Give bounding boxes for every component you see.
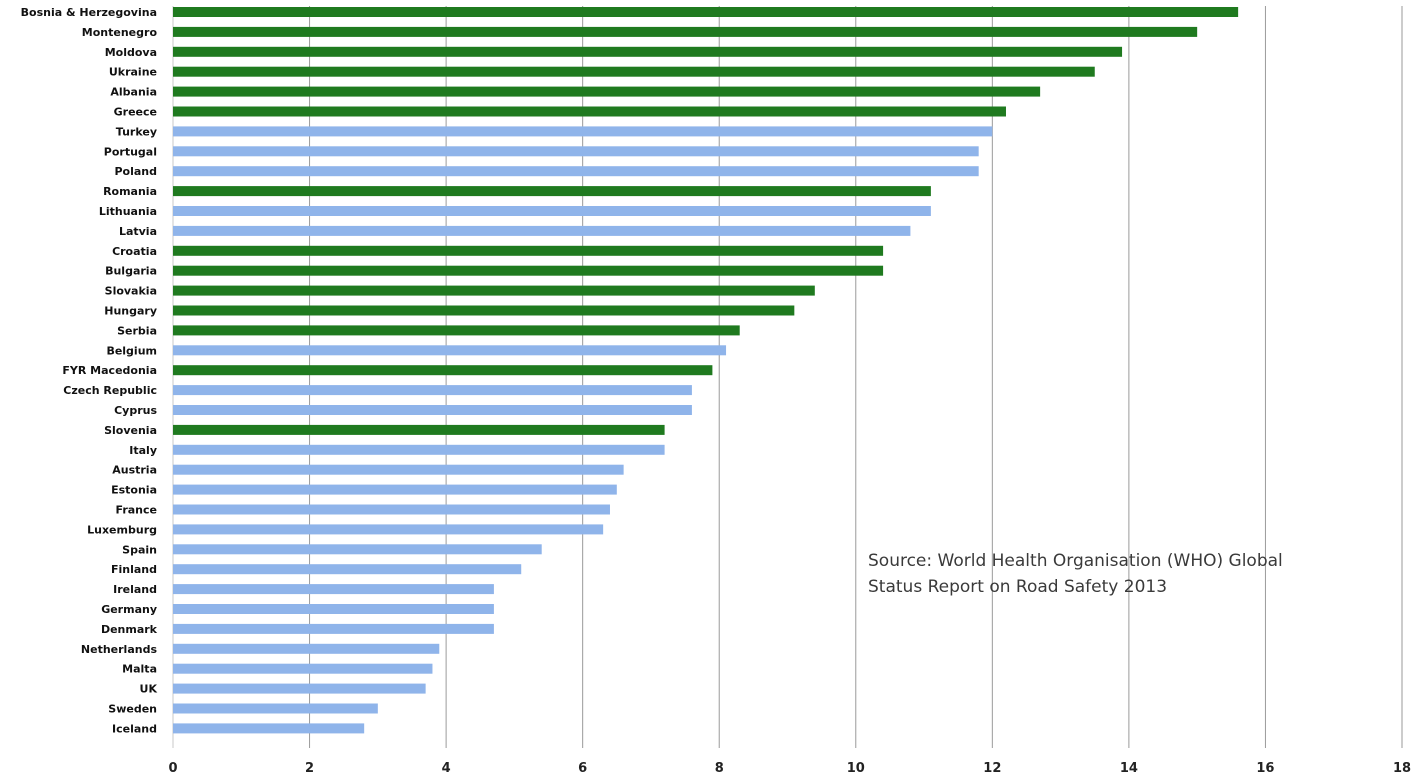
bar <box>173 504 610 515</box>
category-label: Austria <box>112 464 157 477</box>
category-label: Denmark <box>101 623 158 636</box>
category-label: Ireland <box>113 583 157 596</box>
bar <box>173 285 815 296</box>
gridlines <box>172 6 1403 748</box>
bar <box>173 444 665 455</box>
bar <box>173 86 1041 97</box>
bar <box>173 544 542 555</box>
bar <box>173 225 911 236</box>
bar <box>173 424 665 435</box>
category-label: Bosnia & Herzegovina <box>21 6 157 19</box>
category-label: Sweden <box>108 703 157 716</box>
bar <box>173 623 494 634</box>
x-tick-label: 14 <box>1120 761 1138 776</box>
source-note: Source: World Health Organisation (WHO) … <box>868 548 1283 600</box>
x-tick-label: 12 <box>983 761 1001 776</box>
x-tick-label: 4 <box>442 761 451 776</box>
bar <box>173 26 1198 37</box>
bar <box>173 564 522 575</box>
bar <box>173 345 727 356</box>
bar <box>173 723 365 734</box>
category-label: Latvia <box>119 225 157 238</box>
bar <box>173 7 1239 17</box>
category-label: Belgium <box>106 344 157 357</box>
category-label: Malta <box>122 663 157 676</box>
bar <box>173 245 884 256</box>
bar <box>173 703 378 714</box>
x-tick-label: 2 <box>305 761 314 776</box>
category-label: Ukraine <box>109 66 157 79</box>
bar <box>173 265 884 276</box>
category-label: Poland <box>114 165 157 178</box>
bar <box>173 365 713 376</box>
category-label: Portugal <box>104 145 157 158</box>
x-tick-label: 6 <box>578 761 587 776</box>
bar <box>173 584 494 595</box>
category-label: Spain <box>122 543 157 556</box>
category-label: FYR Macedonia <box>62 364 157 377</box>
bar <box>173 604 494 614</box>
category-labels: Bosnia & Herzegovina Montenegro Moldova Ukr… <box>21 6 158 735</box>
bar <box>173 524 604 535</box>
bar <box>173 464 624 475</box>
category-label: Slovenia <box>104 424 157 437</box>
bar <box>173 166 979 177</box>
category-label: Romania <box>103 185 157 198</box>
category-label: Croatia <box>112 245 157 258</box>
x-tick-label: 0 <box>168 761 177 776</box>
category-label: Slovakia <box>105 285 157 298</box>
x-tick-label: 16 <box>1256 761 1274 776</box>
category-label: France <box>116 504 157 517</box>
bar <box>173 46 1123 57</box>
bar <box>173 206 931 216</box>
category-label: Montenegro <box>82 26 158 39</box>
bar <box>173 484 617 495</box>
bar <box>173 66 1095 77</box>
bar <box>173 106 1006 117</box>
x-tick-label: 18 <box>1393 761 1411 776</box>
x-tick-label: 8 <box>715 761 724 776</box>
bars <box>173 7 1239 734</box>
category-label: Albania <box>110 86 157 99</box>
category-label: Iceland <box>112 722 157 735</box>
bar <box>173 126 993 137</box>
bar <box>173 385 692 396</box>
category-label: Czech Republic <box>63 384 157 397</box>
category-label: Bulgaria <box>105 265 157 278</box>
category-label: Lithuania <box>99 205 157 218</box>
bar <box>173 683 426 694</box>
bar <box>173 663 433 674</box>
category-label: Netherlands <box>81 643 158 656</box>
category-label: Hungary <box>104 305 157 318</box>
bar <box>173 146 979 157</box>
category-label: Germany <box>101 603 157 616</box>
x-tick-label: 10 <box>847 761 865 776</box>
category-label: UK <box>140 683 158 696</box>
x-tick-labels: 0 2 4 6 8 10 12 14 16 18 <box>168 761 1411 776</box>
bar <box>173 305 795 316</box>
category-label: Italy <box>129 444 157 457</box>
category-label: Turkey <box>116 125 157 138</box>
category-label: Estonia <box>111 484 157 497</box>
bar <box>173 405 692 415</box>
category-label: Serbia <box>117 324 157 337</box>
bar <box>173 643 440 654</box>
source-note-line2: Status Report on Road Safety 2013 <box>868 577 1168 597</box>
category-label: Finland <box>111 563 157 576</box>
bar <box>173 186 931 197</box>
category-label: Cyprus <box>114 404 157 417</box>
category-label: Moldova <box>105 46 157 59</box>
source-note-line1: Source: World Health Organisation (WHO) … <box>868 551 1283 571</box>
category-label: Greece <box>114 106 157 119</box>
category-label: Luxemburg <box>87 523 157 536</box>
bar <box>173 325 740 336</box>
